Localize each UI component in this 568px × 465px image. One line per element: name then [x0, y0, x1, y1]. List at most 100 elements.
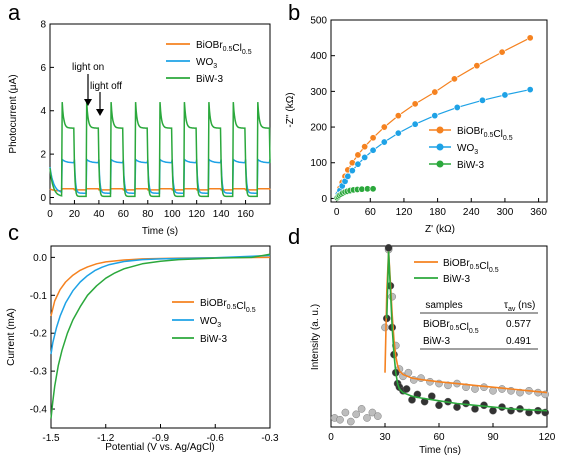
panel-d-point	[381, 323, 389, 332]
panel-b-point	[369, 185, 377, 193]
panel-c-series-line	[50, 253, 271, 419]
panel-c-ytick-label: -0.4	[30, 405, 48, 416]
panel-b-legend-label: WO3	[457, 143, 478, 156]
panel-c-xtick-label: -0.3	[261, 433, 279, 444]
panel-a-xtick-label: 160	[237, 209, 254, 220]
panel-a-ytick-label: 0	[40, 193, 46, 204]
panel-d-legend-label: BiW-3	[443, 274, 470, 285]
panel-a-xtick-label: 0	[47, 209, 53, 220]
panel-b-point	[526, 86, 534, 94]
panel-b-point	[473, 62, 481, 70]
panel-d-xtick-label: 90	[487, 432, 499, 443]
panel-d-ylabel: Intensity (a. u.)	[310, 304, 321, 370]
panel-a-legend-label: BiOBr0.5Cl0.5	[196, 40, 252, 56]
panel-d-point	[388, 292, 397, 301]
panel-label-a: a	[8, 0, 21, 25]
panel-d-point	[453, 403, 461, 411]
panel-c-frame	[50, 245, 271, 429]
panel-a-xtick-label: 80	[142, 209, 154, 220]
panel-d-fit-line	[386, 251, 548, 412]
panel-b-point	[369, 134, 377, 142]
panel-a-annot-light-off: light off	[90, 81, 122, 92]
panel-b-ylabel: -Z'' (kΩ)	[285, 92, 296, 127]
panel-a-ylabel: Photocurrent (μA)	[8, 74, 19, 153]
panel-d-point	[368, 408, 377, 417]
panel-d-xtick-label: 0	[328, 432, 334, 443]
panel-label-c: c	[8, 220, 19, 245]
panel-b-ytick-label: 300	[310, 87, 327, 98]
panel-d-legend-label: BiOBr0.5Cl0.5	[443, 258, 499, 274]
panel-b-ytick-label: 500	[310, 16, 327, 27]
panel-d-point	[402, 385, 411, 393]
panel-b-ytick-label: 400	[310, 51, 327, 62]
panel-c-ytick-label: -0.2	[30, 329, 48, 340]
panel-b-point	[411, 100, 419, 108]
panel-b-point	[394, 112, 402, 120]
panel-b-xlabel: Z' (kΩ)	[425, 224, 455, 235]
panel-c-xtick-label: -1.2	[97, 433, 115, 444]
panel-b-legend-marker	[436, 126, 444, 134]
panel-b-xtick-label: 60	[365, 207, 377, 218]
panel-a-ytick-label: 2	[40, 150, 46, 161]
panel-a-legend-label: BiW-3	[196, 74, 223, 85]
panel-d-xlabel: Time (ns)	[419, 445, 461, 456]
panel-b-xtick-label: 120	[396, 207, 413, 218]
panel-d-point	[341, 408, 350, 417]
panel-d-table-sample: BiOBr0.5Cl0.5	[423, 319, 479, 335]
panel-c-xtick-label: -0.9	[152, 433, 170, 444]
panel-b-ytick-label: 0	[321, 194, 327, 205]
panel-a-xtick-label: 20	[69, 209, 81, 220]
panel-b-xtick-label: 180	[429, 207, 446, 218]
panel-c-xtick-label: -1.5	[42, 433, 60, 444]
panel-d-point	[489, 386, 497, 395]
panel-d-point	[357, 405, 366, 413]
panel-a-annot-light-on: light on	[72, 62, 104, 73]
panel-b-ytick-label: 100	[310, 158, 327, 169]
panel-a-arrowhead-off	[96, 109, 104, 116]
panel-c-ytick-label: -0.3	[30, 367, 48, 378]
panel-a-legend-label: WO3	[196, 57, 217, 70]
panel-d-xtick-label: 30	[379, 432, 391, 443]
panel-a-xlabel: Time (s)	[142, 226, 178, 237]
panel-b-point	[394, 129, 402, 137]
panel-b-point	[478, 96, 486, 104]
panel-b-point	[369, 146, 377, 154]
panel-b-point	[498, 48, 506, 56]
panel-a-series-line	[49, 102, 271, 198]
panel-a: 0 20 40 60 80 100 120 140 160 0 2 4 6 8 Time (s) Phot…	[8, 20, 271, 237]
panel-a-arrowhead-on	[84, 99, 92, 106]
panel-b-legend-label: BiOBr0.5Cl0.5	[457, 126, 513, 142]
panel-b-point	[501, 91, 509, 99]
panel-b-point	[361, 143, 369, 151]
panel-b-point	[348, 167, 356, 175]
panel-b-legend-label: BiW-3	[457, 160, 484, 171]
panel-a-xtick-label: 40	[93, 209, 105, 220]
panel-b-xtick-label: 300	[497, 207, 514, 218]
panel-a-ytick-label: 4	[40, 106, 46, 117]
panel-c-legend-label: BiOBr0.5Cl0.5	[200, 298, 256, 314]
panel-label-d: d	[288, 224, 300, 249]
panel-b-series-line	[336, 89, 531, 198]
panel-label-b: b	[288, 0, 300, 25]
panel-d-point	[346, 417, 355, 426]
panel-c-ytick-label: 0.0	[33, 253, 47, 264]
panel-c-xlabel: Potential (V vs. Ag/AgCl)	[105, 442, 215, 453]
panel-d-point	[352, 410, 361, 419]
panel-c-ytick-label: -0.1	[30, 291, 48, 302]
panel-d-point	[373, 412, 382, 420]
panel-c-series-line	[50, 254, 271, 355]
panel-b-point	[354, 160, 362, 168]
panel-b-point	[450, 75, 458, 83]
panel-d-point	[471, 405, 479, 413]
panel-b-frame	[330, 19, 548, 203]
panel-d-xtick-label: 120	[539, 432, 556, 443]
panel-d-table-tau: 0.577	[506, 319, 531, 330]
panel-b-legend-marker	[436, 160, 444, 168]
panel-b-point	[344, 172, 352, 180]
panel-b-xtick-label: 360	[530, 207, 547, 218]
panel-b-ytick-label: 200	[310, 123, 327, 134]
panel-d-point	[489, 406, 497, 415]
panel-d-point	[363, 414, 371, 422]
panel-c-ylabel: Current (mA)	[6, 308, 17, 366]
